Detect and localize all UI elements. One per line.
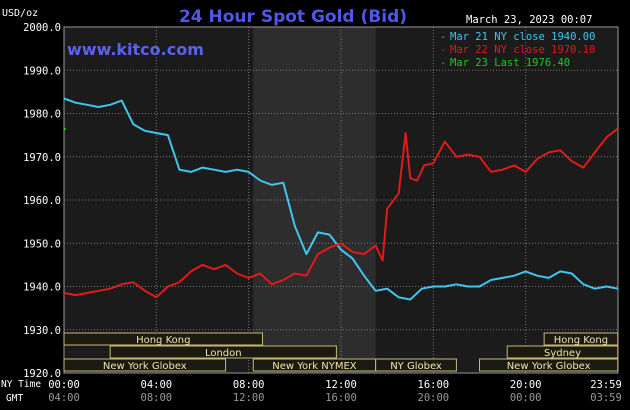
x-axis: 00:00 04:00 08:00 12:00 16:00 20:00 23:5904:00… [48, 379, 622, 404]
x-tick-label-ny: 16:00 [418, 379, 450, 391]
y-tick-label: 1960.0 [23, 195, 61, 207]
legend: - Mar 21 NY close 1940.00- Mar 22 NY close… [440, 31, 595, 69]
series-line [63, 127, 619, 299]
session-box [109, 345, 337, 359]
y-tick-label: 1980.0 [23, 109, 61, 121]
trading-sessions: Hong Kong Hong Kong London Sydney New York G… [63, 332, 619, 372]
x-tick-label-gmt: 08:00 [141, 392, 173, 404]
x-tick-label-ny: 12:00 [325, 379, 357, 391]
series-line [63, 127, 67, 131]
session-label: Hong Kong [136, 335, 190, 346]
x-tick-label-ny: 04:00 [141, 379, 173, 391]
legend-entry: Mar 22 NY close 1970.10 [450, 44, 595, 56]
series-line [63, 97, 618, 301]
session-label: Sydney [544, 348, 581, 359]
session-label: New York Globex [103, 361, 187, 372]
datetime-label: March 23, 2023 00:07 [466, 14, 592, 26]
series-lines [63, 97, 619, 301]
x-tick-label-gmt: 03:59 [590, 392, 622, 404]
x-tick-label-gmt: 12:00 [233, 392, 265, 404]
session-label: London [205, 348, 242, 359]
session-label: New York NYMEX [272, 361, 357, 372]
legend-entry: Mar 23 Last 1976.40 [450, 57, 570, 69]
x-tick-label-ny: 00:00 [48, 379, 80, 391]
x-tick-label-ny: 08:00 [233, 379, 265, 391]
legend-entry: Mar 21 NY close 1940.00 [450, 31, 595, 43]
y-tick-label: 1950.0 [23, 238, 61, 250]
units-label: USD/oz [2, 8, 38, 19]
y-axis: 2000.0 1990.0 1980.0 1970.0 1960.0 1950.0 1940… [23, 22, 61, 380]
session-box [479, 358, 619, 372]
session-label: NY Globex [390, 361, 442, 372]
session-box [506, 345, 619, 359]
grid-lines [63, 26, 619, 374]
x-tick-label-gmt: 04:00 [48, 392, 80, 404]
gmt-label: GMT [6, 393, 23, 404]
session-box [375, 358, 457, 372]
plot-border [63, 26, 619, 374]
session-label: New York Globex [507, 361, 591, 372]
session-label: Hong Kong [554, 335, 608, 346]
chart-title: 24 Hour Spot Gold (Bid) [179, 7, 407, 27]
session-box [543, 332, 619, 346]
session-box [63, 358, 227, 372]
y-tick-label: 1920.0 [23, 368, 61, 380]
x-tick-label-gmt: 00:00 [510, 392, 542, 404]
y-tick-label: 1990.0 [23, 65, 61, 77]
y-tick-label: 1940.0 [23, 282, 61, 294]
x-tick-label-ny: 20:00 [510, 379, 542, 391]
y-tick-label: 1930.0 [23, 325, 61, 337]
session-box [63, 332, 264, 346]
site-label[interactable]: www.kitco.com [67, 40, 204, 59]
x-tick-label-gmt: 20:00 [418, 392, 450, 404]
x-tick-label-gmt: 16:00 [325, 392, 357, 404]
x-tick-label-ny: 23:59 [590, 379, 622, 391]
legend-marker: - [440, 58, 446, 69]
y-tick-label: 1970.0 [23, 152, 61, 164]
ny-time-label: NY Time [1, 379, 41, 390]
legend-marker: - [440, 32, 446, 43]
legend-marker: - [440, 45, 446, 56]
y-tick-label: 2000.0 [23, 22, 61, 34]
